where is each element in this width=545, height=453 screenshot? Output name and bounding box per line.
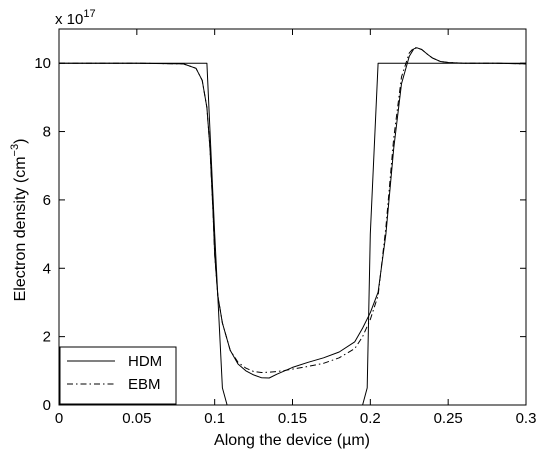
y-axis-label-main: Electron density (cm — [12, 156, 29, 301]
x-axis-label: Along the device (µm) — [214, 432, 370, 449]
x-tick-label: 0.3 — [516, 410, 537, 427]
y-tick-label: 2 — [43, 329, 51, 346]
y-axis-label-exp: −3 — [9, 144, 21, 157]
legend-label-ebm: EBM — [128, 376, 161, 393]
y-axis-label-close: ) — [12, 139, 29, 144]
x-tick-label: 0 — [55, 410, 63, 427]
y-tick-label: 6 — [43, 192, 51, 209]
y-axis-label: Electron density (cm−3) — [9, 139, 29, 302]
series-line-hdm — [59, 47, 527, 379]
legend-label-hdm: HDM — [128, 353, 162, 370]
x-tick-label: 0.15 — [278, 410, 307, 427]
tick-marks — [58, 29, 527, 406]
series-group — [59, 47, 527, 406]
x-tick-label: 0.25 — [434, 410, 463, 427]
y-tick-label: 0 — [43, 397, 51, 414]
y-multiplier: x 1017 — [55, 8, 96, 28]
y-tick-label: 4 — [43, 260, 51, 277]
tick-labels: 0 0.05 0.1 0.15 0.2 0.25 0.3 0 2 4 6 8 10 — [34, 55, 536, 427]
x-tick-label: 0.2 — [360, 410, 381, 427]
x-tick-label: 0.1 — [204, 410, 225, 427]
legend-box — [59, 346, 177, 405]
series-line-ebm — [59, 47, 527, 373]
y-multiplier-base: x 10 — [55, 11, 83, 28]
y-tick-label: 10 — [34, 55, 51, 72]
y-multiplier-exp: 17 — [83, 8, 95, 20]
series-line-doping-profile — [59, 62, 526, 406]
legend: HDM EBM — [59, 346, 177, 405]
y-tick-label: 8 — [43, 124, 51, 141]
x-tick-label: 0.05 — [122, 410, 151, 427]
